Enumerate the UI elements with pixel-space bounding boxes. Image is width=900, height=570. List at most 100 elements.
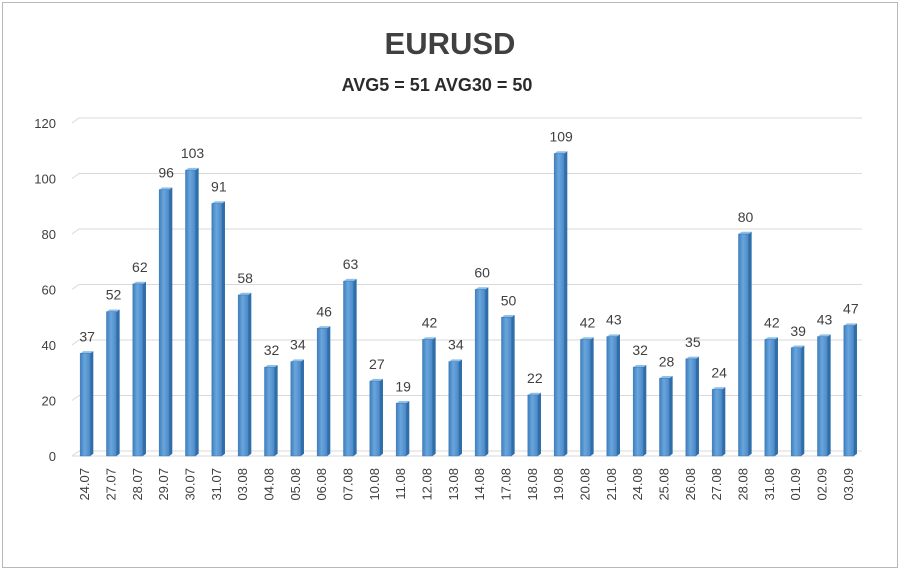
bar <box>843 323 857 457</box>
bar <box>237 292 252 457</box>
bar-front <box>422 339 433 457</box>
chart-title: EURUSD <box>384 26 516 61</box>
data-labels: 37 52 62 96 103 91 58 32 34 46 63 27 19 42 34 60 50 22 109… <box>79 129 858 395</box>
bar-front <box>580 339 591 457</box>
bar-side <box>590 337 594 456</box>
bar-front <box>316 328 328 457</box>
x-tick-label: 24.08 <box>630 468 645 501</box>
bar <box>264 364 278 457</box>
gridline <box>71 339 862 346</box>
bar-side <box>169 187 173 456</box>
x-tick-label: 21.08 <box>604 468 619 501</box>
x-tick-label: 14.08 <box>472 468 487 501</box>
data-label: 27 <box>369 356 385 372</box>
x-tick-label: 24.07 <box>77 468 92 501</box>
bar-top <box>396 401 410 404</box>
y-tick-label: 0 <box>49 449 56 464</box>
data-label: 58 <box>237 270 253 286</box>
data-label: 91 <box>211 178 227 194</box>
bar <box>527 392 541 457</box>
bar-side <box>353 278 357 456</box>
x-tick-label: 26.08 <box>683 468 698 501</box>
bar-side <box>116 309 120 456</box>
gridlines <box>71 117 862 457</box>
bar <box>316 326 331 457</box>
gridline <box>71 117 862 124</box>
bar-top <box>527 392 541 395</box>
data-label: 42 <box>580 314 596 330</box>
data-label: 80 <box>738 209 754 225</box>
y-tick-label: 20 <box>42 394 56 409</box>
bar <box>132 281 146 457</box>
x-tick-label: 10.08 <box>367 468 382 501</box>
bar <box>632 364 647 457</box>
bar-side <box>248 292 252 456</box>
bar <box>711 387 726 457</box>
bar-top <box>290 359 304 362</box>
bar <box>764 337 778 457</box>
bar-front <box>106 311 117 457</box>
bar-front <box>764 339 776 457</box>
y-tick-label: 120 <box>34 116 56 131</box>
bar-front <box>659 378 670 457</box>
bar-top <box>554 151 568 154</box>
bar-front <box>711 389 723 457</box>
x-tick-label: 17.08 <box>499 468 514 501</box>
data-label: 24 <box>711 364 727 380</box>
gridline <box>71 395 862 401</box>
bar-front <box>474 289 486 457</box>
bar-top <box>448 359 462 362</box>
y-tick-label: 40 <box>42 338 56 353</box>
bar <box>422 337 436 457</box>
bar <box>580 337 594 457</box>
y-tick-label: 100 <box>34 172 56 187</box>
bar-top <box>791 345 805 348</box>
x-tick-label: 02.09 <box>815 468 830 501</box>
bar-front <box>158 189 170 457</box>
bar <box>185 167 199 457</box>
bar <box>817 334 831 457</box>
data-label: 103 <box>181 145 205 161</box>
data-label: 34 <box>290 337 306 353</box>
x-tick-label: 01.09 <box>788 468 803 501</box>
bar-top <box>764 337 778 340</box>
x-tick-label: 03.09 <box>841 468 856 501</box>
bar-front <box>369 380 381 457</box>
bar-side <box>90 351 94 456</box>
bar-front <box>606 336 618 457</box>
x-tick-label: 03.08 <box>235 468 250 501</box>
bar-top <box>633 364 647 368</box>
bar-side <box>564 151 568 456</box>
bar-top <box>843 323 857 326</box>
bar-side <box>853 323 857 456</box>
bar <box>659 376 673 457</box>
data-label: 46 <box>316 303 332 319</box>
bar-front <box>395 403 407 457</box>
data-label: 43 <box>817 312 833 328</box>
data-label: 47 <box>843 301 859 317</box>
bar <box>474 287 489 457</box>
data-label: 37 <box>79 328 95 344</box>
bar <box>738 231 752 457</box>
x-tick-label: 25.08 <box>657 468 672 501</box>
bar <box>395 401 410 457</box>
bar-front <box>132 283 144 457</box>
x-tick-label: 12.08 <box>420 468 435 501</box>
bar-front <box>264 366 275 457</box>
bar-side <box>327 326 331 456</box>
bar-side <box>195 167 199 457</box>
x-tick-label: 06.08 <box>314 468 329 501</box>
bar-front <box>501 317 512 457</box>
bar-front <box>843 325 855 457</box>
x-tick-label: 20.08 <box>578 468 593 501</box>
bar-front <box>448 361 460 457</box>
bar-side <box>221 201 225 456</box>
bar-front <box>343 280 354 457</box>
bar-side <box>274 364 278 456</box>
y-tick-label: 60 <box>42 283 56 298</box>
data-label: 28 <box>659 353 675 369</box>
bar-front <box>237 294 249 457</box>
bar-front <box>632 366 644 457</box>
x-tick-label: 27.07 <box>104 468 119 501</box>
bar-top <box>580 337 594 340</box>
